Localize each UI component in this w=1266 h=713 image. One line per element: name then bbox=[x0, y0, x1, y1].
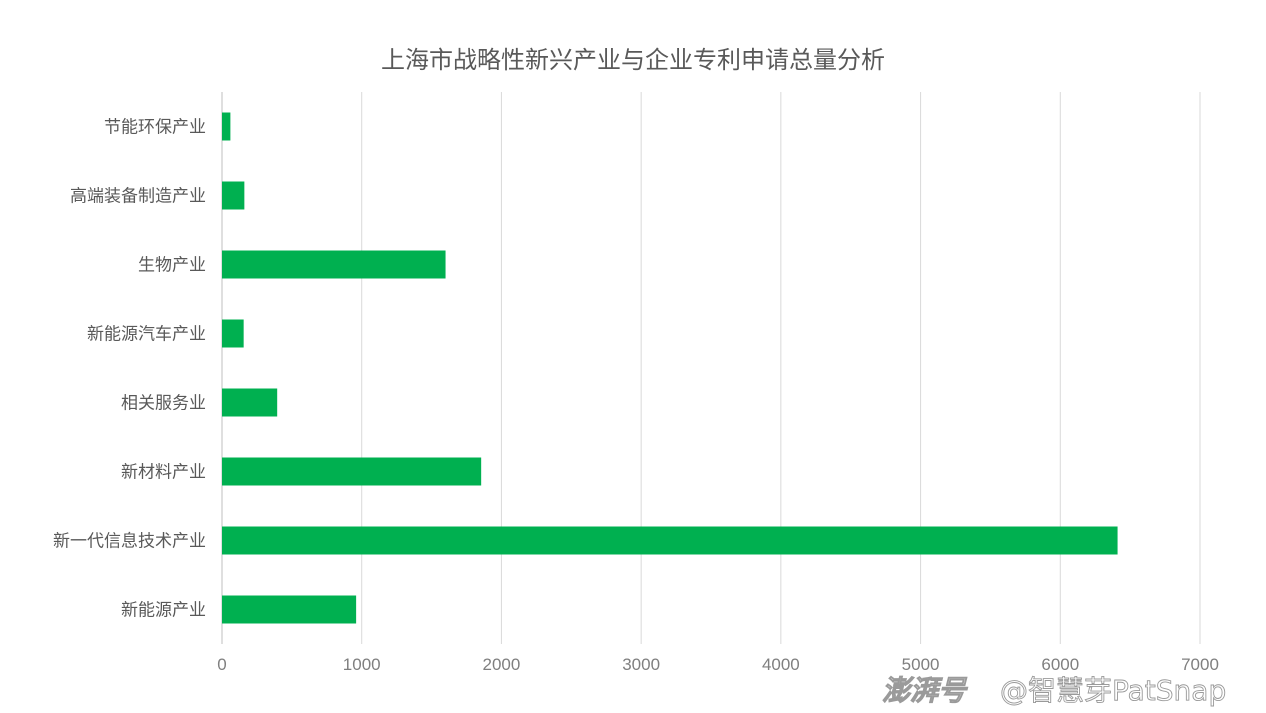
x-tick-label: 4000 bbox=[762, 655, 800, 674]
x-tick-label: 1000 bbox=[343, 655, 381, 674]
bar bbox=[222, 457, 482, 486]
bar bbox=[222, 388, 278, 417]
x-tick-label: 7000 bbox=[1181, 655, 1219, 674]
bar bbox=[222, 595, 357, 624]
x-tick-labels: 0 1000 2000 3000 4000 5000 6000 7000 bbox=[217, 655, 1219, 674]
gridlines bbox=[221, 92, 1201, 644]
category-label: 相关服务业 bbox=[121, 394, 206, 414]
watermark: 澎湃号 @智慧芽PatSnap bbox=[882, 674, 1227, 708]
bar bbox=[222, 526, 1118, 555]
category-labels: 节能环保产业高端装备制造产业生物产业新能源汽车产业相关服务业新材料产业新一代信息… bbox=[53, 118, 206, 621]
bar bbox=[222, 319, 244, 348]
bar bbox=[222, 181, 245, 210]
category-label: 新能源汽车产业 bbox=[87, 325, 206, 345]
bar bbox=[222, 112, 231, 141]
x-tick-label: 5000 bbox=[902, 655, 940, 674]
watermark-logo: 澎湃号 bbox=[882, 674, 968, 707]
x-tick-label: 3000 bbox=[622, 655, 660, 674]
category-label: 高端装备制造产业 bbox=[70, 187, 206, 207]
x-tick-label: 2000 bbox=[483, 655, 521, 674]
x-tick-label: 6000 bbox=[1041, 655, 1079, 674]
chart-title: 上海市战略性新兴产业与企业专利申请总量分析 bbox=[381, 46, 885, 74]
bar bbox=[222, 250, 446, 279]
category-label: 新材料产业 bbox=[121, 463, 206, 483]
category-label: 新能源产业 bbox=[121, 601, 206, 621]
category-label: 新一代信息技术产业 bbox=[53, 532, 206, 552]
category-label: 生物产业 bbox=[138, 256, 206, 276]
bars bbox=[222, 112, 1118, 624]
watermark-text: @智慧芽PatSnap bbox=[1000, 674, 1226, 707]
category-label: 节能环保产业 bbox=[104, 118, 206, 138]
x-tick-label: 0 bbox=[217, 655, 226, 674]
